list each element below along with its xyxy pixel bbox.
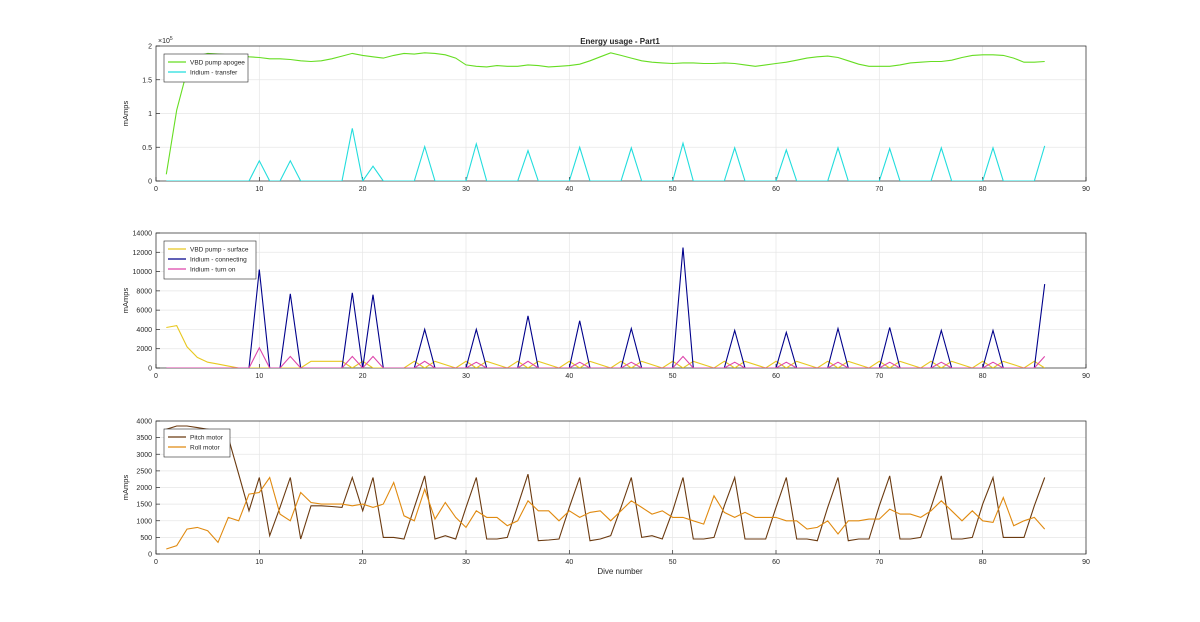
- legend-label: Roll motor: [190, 445, 220, 452]
- series-line: [166, 476, 1046, 550]
- x-tick-label: 10: [255, 559, 263, 566]
- series-line: [166, 324, 1045, 368]
- x-tick-label: 30: [462, 559, 470, 566]
- x-tick-label: 10: [255, 373, 263, 380]
- x-tick-label: 30: [462, 373, 470, 380]
- y-tick-label: 3500: [136, 435, 152, 442]
- y-tick-label: 0: [148, 179, 152, 186]
- x-tick-label: 20: [359, 186, 367, 193]
- y-tick-label: 2000: [136, 485, 152, 492]
- axes-box: [155, 420, 1087, 555]
- y-tick-label: 500: [140, 535, 152, 542]
- subplot-3: 0 10 20 30 40 50 60 70 80 90 0 500 1000 1500 2000 2500 3…: [121, 419, 1090, 567]
- x-tick-label: 80: [979, 559, 987, 566]
- x-tick-label: 40: [565, 559, 573, 566]
- legend-label: Iridium - transfer: [190, 70, 238, 77]
- x-tick-label: 70: [875, 373, 883, 380]
- y-tick-label: 6000: [136, 308, 152, 315]
- series-line: [166, 425, 1046, 542]
- y-axis-label: mAmps: [121, 475, 130, 501]
- legend-label: Pitch motor: [190, 435, 224, 442]
- y-axis-label: mAmps: [121, 288, 130, 314]
- y-tick-label: 1500: [136, 502, 152, 509]
- legend-label: VBD pump - surface: [190, 247, 249, 254]
- series-line: [166, 247, 1046, 368]
- y-tick-label: 2500: [136, 468, 152, 475]
- y-tick-label: 2000: [136, 346, 152, 353]
- x-tick-label: 80: [979, 373, 987, 380]
- figure-title: Energy usage - Part1: [580, 37, 660, 46]
- y-exponent-label: ×105: [158, 36, 173, 45]
- legend-box: [163, 428, 231, 458]
- legend-label: Iridium - connecting: [190, 257, 247, 264]
- x-tick-label: 70: [875, 559, 883, 566]
- y-tick-label: 1: [148, 111, 152, 118]
- subplot-2: 0 10 20 30 40 50 60 70 80 90 0 2000 4000 6000 8000 1000…: [121, 231, 1090, 381]
- y-tick-label: 3000: [136, 452, 152, 459]
- x-tick-label: 50: [669, 186, 677, 193]
- y-tick-label: 2: [148, 44, 152, 51]
- y-exponent-power: 5: [170, 36, 173, 42]
- x-tick-label: 40: [565, 373, 573, 380]
- y-tick-label: 1000: [136, 518, 152, 525]
- x-tick-label: 0: [154, 559, 158, 566]
- y-tick-label: 14000: [133, 231, 153, 238]
- subplot-1: 0 10 20 30 40 50 60 70 80 90 0 0.5 1 1.5 2 mAmps ×105 VBD…: [121, 36, 1090, 193]
- x-tick-label: 30: [462, 186, 470, 193]
- x-tick-label: 0: [154, 373, 158, 380]
- x-tick-label: 50: [669, 373, 677, 380]
- x-tick-label: 50: [669, 559, 677, 566]
- x-tick-label: 60: [772, 186, 780, 193]
- x-tick-label: 70: [875, 186, 883, 193]
- x-tick-label: 60: [772, 559, 780, 566]
- x-tick-label: 90: [1082, 373, 1090, 380]
- legend-label: VBD pump apogee: [190, 60, 245, 67]
- y-tick-label: 4000: [136, 419, 152, 426]
- plot-area: [156, 233, 1086, 368]
- x-axis-label: Dive number: [597, 567, 643, 576]
- x-tick-label: 90: [1082, 186, 1090, 193]
- x-tick-label: 0: [154, 186, 158, 193]
- series-line: [165, 52, 1045, 175]
- y-tick-label: 0.5: [142, 145, 152, 152]
- x-tick-label: 10: [255, 186, 263, 193]
- x-tick-label: 80: [979, 186, 987, 193]
- series-line: [166, 346, 1046, 368]
- y-tick-label: 1.5: [142, 77, 152, 84]
- axes-layer: 0 10 20 30 40 50 60 70 80 9000.511.52mAmps×105VBD…: [121, 36, 1090, 566]
- y-tick-label: 0: [148, 552, 152, 559]
- y-tick-label: 4000: [136, 327, 152, 334]
- series-line: [166, 128, 1046, 181]
- x-tick-label: 90: [1082, 559, 1090, 566]
- y-tick-label: 8000: [136, 288, 152, 295]
- x-tick-label: 20: [359, 559, 367, 566]
- y-tick-label: 12000: [133, 250, 153, 257]
- y-axis-label: mAmps: [121, 101, 130, 127]
- legend-label: Iridium - turn on: [190, 267, 236, 274]
- y-tick-label: 0: [148, 366, 152, 373]
- y-tick-label: 10000: [133, 269, 153, 276]
- legend-box: [163, 240, 257, 280]
- x-tick-label: 40: [565, 186, 573, 193]
- x-tick-label: 60: [772, 373, 780, 380]
- x-tick-label: 20: [359, 373, 367, 380]
- legend-box: [163, 53, 249, 83]
